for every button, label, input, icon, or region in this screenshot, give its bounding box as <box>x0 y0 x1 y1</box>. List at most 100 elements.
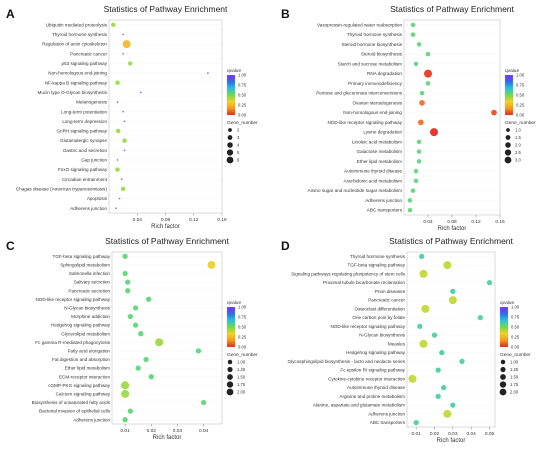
data-point <box>115 207 117 209</box>
color-legend-title: qvalue <box>227 68 241 74</box>
y-tick-label: Arachidonic acid metabolism <box>344 178 403 183</box>
size-legend-label: 1.50 <box>510 375 519 380</box>
y-tick-label: Salivary secretion <box>74 280 111 285</box>
size-legend-dot <box>227 359 233 365</box>
size-legend-dot <box>499 388 507 396</box>
size-legend-title: Gene_number <box>227 120 258 126</box>
size-legend-dot <box>227 366 233 373</box>
data-point <box>435 367 441 373</box>
x-axis-label: Rich factor <box>438 226 467 232</box>
size-legend-title: Gene_number <box>227 352 258 358</box>
data-point <box>207 72 209 74</box>
chart-title: Statistics of Pathway Enrichment <box>389 236 513 246</box>
colorbar-tick-label: 0.50 <box>238 93 247 98</box>
data-point <box>419 339 428 348</box>
y-tick-label: Glutamatergic synapse <box>60 138 107 143</box>
data-point <box>430 128 438 137</box>
size-legend-dot <box>506 128 510 132</box>
data-point <box>122 138 127 143</box>
y-tick-label: Thyroid hormone synthesis <box>350 254 406 259</box>
y-tick-label: Long-term potentiation <box>61 109 107 114</box>
size-legend-label: 1.00 <box>510 360 519 365</box>
x-tick-label: 0.04 <box>199 428 209 434</box>
chart-title: Statistics of Pathway Enrichment <box>105 236 229 246</box>
colorbar-tick-label: 0.50 <box>238 325 247 330</box>
size-legend-dot <box>226 149 234 156</box>
data-point <box>120 178 123 181</box>
y-tick-label: Fc gamma R-mediated phagocytosis <box>35 340 111 345</box>
colorbar-tick-label: 1.00 <box>511 305 520 310</box>
data-point <box>115 128 121 134</box>
data-point <box>450 402 456 408</box>
y-tick-label: Regulation of actin cytoskeleton <box>42 42 107 47</box>
y-tick-label: Alanine, aspartate and glutamate metabol… <box>313 403 405 408</box>
x-tick-label: 0.01 <box>411 431 421 437</box>
colorbar-tick-label: 0.25 <box>238 335 247 340</box>
x-tick-label: 0.04 <box>466 431 476 437</box>
y-tick-label: Thyroid hormone synthesis <box>347 32 403 37</box>
y-tick-label: Proximal tubule bicarbonate reclamation <box>323 280 405 285</box>
data-point <box>410 32 416 37</box>
data-point <box>122 110 124 113</box>
y-tick-label: Pentose and glucuronate interconversions <box>316 91 403 96</box>
y-tick-label: Glycosphingolipid biosynthesis - lacto a… <box>288 359 406 364</box>
y-tick-label: Calcium signaling pathway <box>56 392 111 397</box>
data-point <box>410 188 416 193</box>
color-legend-title: qvalue <box>505 68 519 74</box>
y-tick-label: NF-kappa B signaling pathway <box>45 80 108 85</box>
x-tick-label: 0.12 <box>471 219 481 225</box>
data-point <box>122 40 131 49</box>
plot-area <box>108 19 223 214</box>
y-tick-label: Pancreatic secretion <box>68 288 110 293</box>
y-tick-label: Pancreatic cancer <box>368 298 405 303</box>
data-point <box>443 261 452 270</box>
data-point <box>407 207 413 213</box>
data-point <box>123 149 126 152</box>
data-point <box>417 323 423 330</box>
x-tick-label: 0.08 <box>447 219 457 225</box>
y-tick-label: RNA degradation <box>367 71 402 76</box>
x-tick-label: 0.16 <box>217 217 227 223</box>
colorbar-tick-label: 0.75 <box>238 315 247 320</box>
colorbar <box>226 306 236 348</box>
colorbar-tick-label: 0.25 <box>511 335 520 340</box>
y-tick-label: Melanogenesis <box>76 100 108 105</box>
size-legend-dot <box>228 128 232 132</box>
data-point <box>116 101 119 103</box>
y-tick-label: One carbon pool by folate <box>352 315 405 320</box>
y-tick-label: Arginine and proline metabolism <box>339 394 405 399</box>
data-point <box>207 260 216 269</box>
data-point <box>410 22 416 28</box>
size-legend-dot <box>227 142 233 148</box>
colorbar-tick-label: 0.00 <box>516 113 525 118</box>
y-tick-label: Ether lipid metabolism <box>357 159 402 164</box>
panel-label: A <box>6 7 15 21</box>
data-point <box>118 197 121 200</box>
x-tick-label: 0.08 <box>161 217 171 223</box>
y-tick-label: Vasopressin-regulated water reabsorption <box>317 22 402 27</box>
y-tick-label: Lysine degradation <box>363 130 402 135</box>
data-point <box>413 61 419 67</box>
data-point <box>148 374 154 380</box>
data-point <box>443 409 452 418</box>
size-legend-dot <box>505 142 511 148</box>
panel-label: B <box>281 7 290 21</box>
x-tick-label: 0.03 <box>448 431 458 437</box>
y-tick-label: Circadian entrainment <box>62 177 108 182</box>
y-tick-label: GnRH signaling pathway <box>56 129 107 134</box>
y-tick-label: Non-homologous end-joining <box>343 110 402 115</box>
data-point <box>421 304 430 313</box>
data-point <box>116 159 119 161</box>
x-tick-label: 0.12 <box>189 217 199 223</box>
y-tick-label: Signaling pathways regulating pluripoten… <box>291 271 406 276</box>
data-point <box>122 33 124 36</box>
data-point <box>127 313 133 320</box>
size-legend-dot <box>227 135 233 140</box>
data-point <box>201 399 207 406</box>
data-point <box>416 149 422 154</box>
data-point <box>125 279 131 285</box>
x-axis-label: Rich factor <box>153 435 182 441</box>
size-legend-label: 2.00 <box>510 390 519 395</box>
data-point <box>111 22 116 28</box>
data-point <box>413 168 419 174</box>
